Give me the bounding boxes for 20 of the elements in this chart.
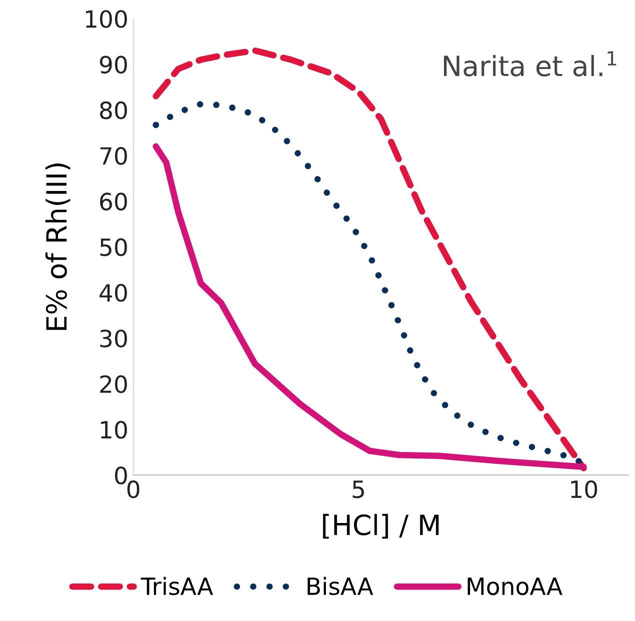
y-tick-label: 90 bbox=[100, 56, 127, 74]
y-axis-title: E% of Rh(III) bbox=[45, 163, 70, 330]
annotation: Narita et al.$^{1}$ bbox=[444, 51, 616, 76]
y-tick-label: 30 bbox=[100, 330, 127, 348]
x-tick-label: 0 bbox=[127, 480, 140, 498]
y-tick-label: 70 bbox=[100, 147, 127, 165]
legend-label: MonoAA bbox=[468, 578, 562, 596]
y-tick-label: 100 bbox=[86, 10, 127, 28]
y-tick-label: 40 bbox=[100, 284, 127, 302]
y-tick-label: 10 bbox=[101, 420, 127, 439]
y-tick-label: 80 bbox=[100, 101, 127, 120]
x-axis-title: [HCl] / M bbox=[323, 514, 439, 539]
x-tick-label: 5 bbox=[352, 480, 364, 498]
y-tick-label: 60 bbox=[100, 192, 127, 211]
legend-label: BisAA bbox=[308, 576, 374, 596]
y-tick-label: 50 bbox=[100, 238, 127, 256]
x-tick-label: 10 bbox=[571, 480, 598, 498]
legend-label: TrisAA bbox=[140, 576, 214, 596]
y-tick-label: 0 bbox=[115, 466, 127, 484]
y-tick-label: 20 bbox=[100, 375, 127, 394]
